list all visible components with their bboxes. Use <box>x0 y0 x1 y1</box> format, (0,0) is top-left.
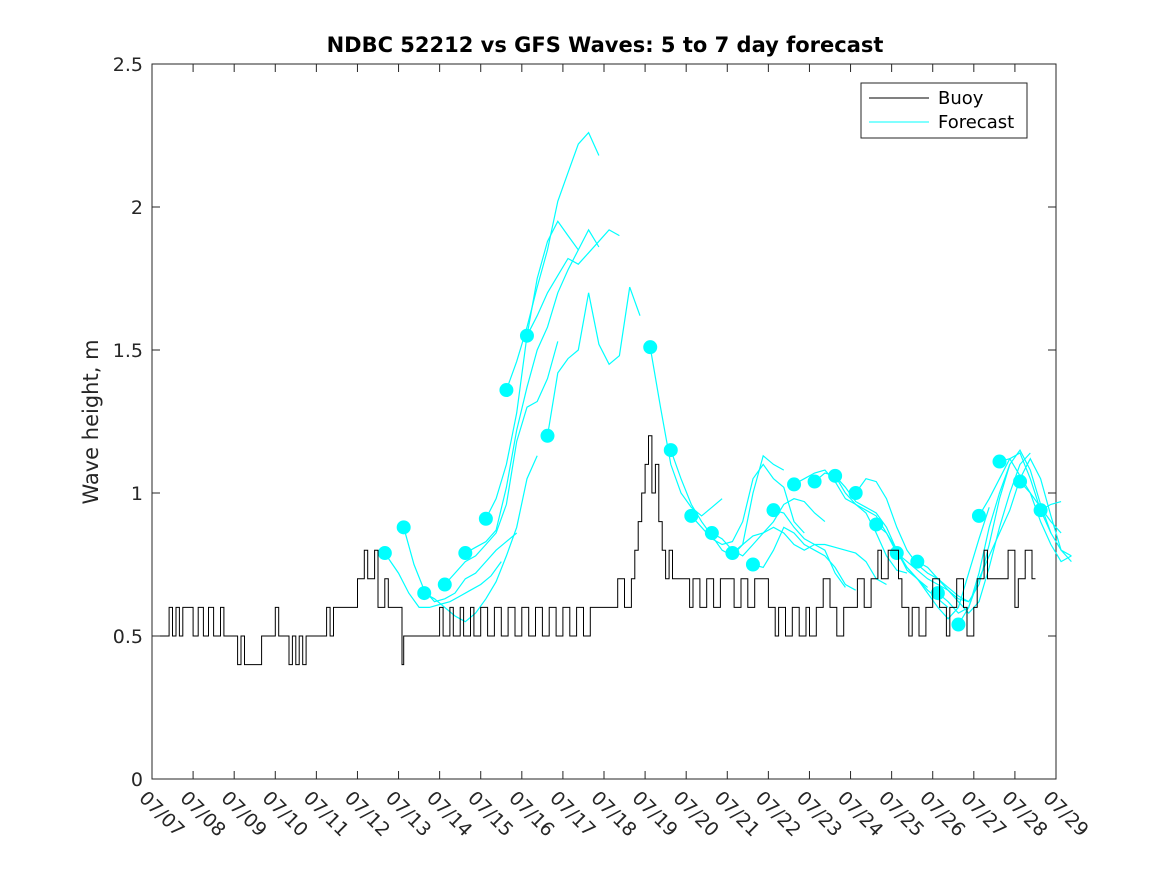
forecast-start-point <box>519 328 534 343</box>
forecast-start-point <box>828 468 843 483</box>
forecast-start-point <box>643 340 658 355</box>
forecast-start-point <box>848 486 863 500</box>
forecast-line <box>465 249 579 554</box>
forecast-start-point <box>377 546 392 561</box>
forecast-line <box>423 455 538 623</box>
forecast-start-point <box>437 577 452 592</box>
forecast-start-point <box>992 454 1007 469</box>
forecast-start-point <box>807 474 822 489</box>
forecast-line <box>732 526 846 588</box>
forecast-start-point <box>869 517 884 532</box>
forecast-start-point <box>458 546 473 561</box>
forecast-start-point <box>910 554 925 569</box>
axes-box <box>151 63 1057 780</box>
forecast-start-point <box>725 546 740 561</box>
forecast-line <box>978 452 1072 563</box>
y-tick-label: 0 <box>131 769 143 791</box>
forecast-start-point <box>766 503 781 518</box>
legend-forecast-label: Forecast <box>938 112 1014 133</box>
forecast-start-point <box>499 383 514 398</box>
legend-buoy-label: Buoy <box>938 88 984 109</box>
y-tick-label: 2 <box>131 197 143 219</box>
y-tick-label: 1.5 <box>113 340 143 362</box>
legend-box <box>860 82 1028 139</box>
forecast-start-point <box>417 586 432 601</box>
chart-title: NDBC 52212 vs GFS Waves: 5 to 7 day fore… <box>327 33 884 57</box>
forecast-start-point <box>787 477 802 492</box>
series-layer <box>152 131 1072 666</box>
forecast-line <box>403 527 518 603</box>
forecast-start-point <box>684 508 699 523</box>
forecast-line <box>546 286 641 436</box>
forecast-line <box>896 464 1011 603</box>
forecast-start-point <box>745 557 760 572</box>
forecast-start-point <box>889 546 904 561</box>
forecast-start-point <box>1013 474 1028 489</box>
forecast-line <box>937 448 1052 614</box>
plot-area: 00.511.522.507/0707/0807/0907/1007/1107/… <box>113 54 1093 841</box>
forecast-line <box>526 229 620 336</box>
forecast-start-point <box>1033 503 1048 518</box>
forecast-start-point <box>540 428 555 443</box>
forecast-start-point <box>951 617 966 632</box>
forecast-line <box>485 220 600 519</box>
forecast-line <box>773 509 887 586</box>
y-axis-label: Wave height, m <box>79 339 103 504</box>
y-tick-label: 0.5 <box>113 626 143 648</box>
y-tick-label: 1 <box>131 483 143 505</box>
forecast-start-point <box>930 586 945 601</box>
forecast-start-point <box>704 526 719 541</box>
forecast-start-point <box>663 443 678 458</box>
forecast-line <box>444 341 559 585</box>
forecast-line <box>649 346 723 517</box>
forecast-line <box>384 552 502 609</box>
forecast-start-point <box>396 520 411 535</box>
legend: Buoy Forecast <box>860 82 1028 139</box>
forecast-line <box>752 526 856 591</box>
y-tick-label: 2.5 <box>113 54 143 76</box>
forecast-line <box>505 131 600 391</box>
forecast-start-point <box>971 508 986 523</box>
buoy-line <box>152 435 1036 666</box>
forecast-start-point <box>478 511 493 526</box>
